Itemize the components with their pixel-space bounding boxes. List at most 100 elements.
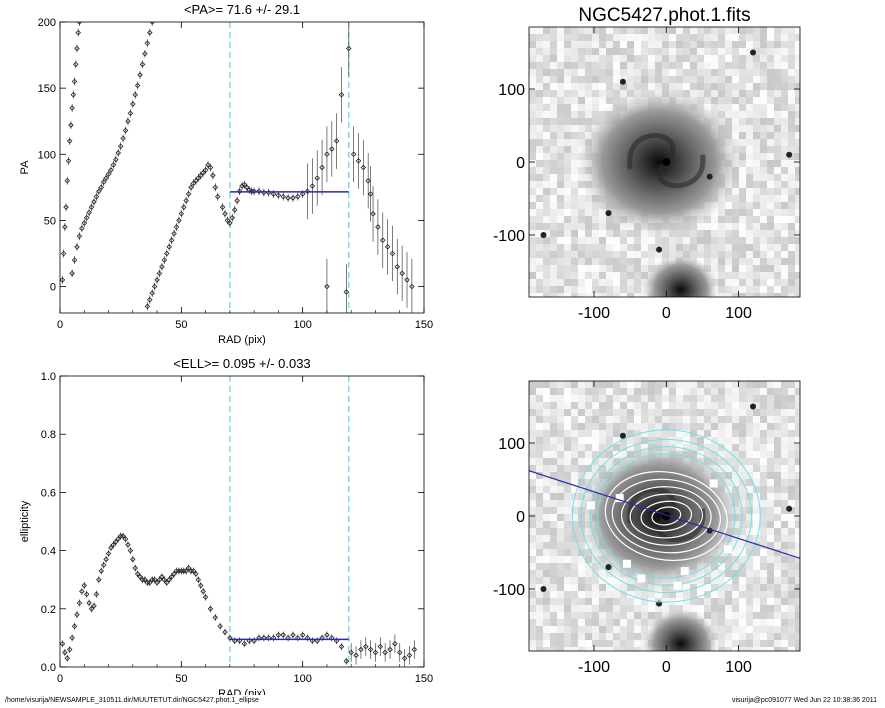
ell-data-point (69, 635, 75, 641)
img-overlay-noise-pixel (536, 500, 543, 507)
img-overlay-noise-pixel (795, 556, 800, 563)
img-noise-pixel (571, 223, 578, 230)
img-noise-pixel (767, 139, 774, 146)
img-noise-pixel (767, 90, 774, 97)
img-overlay-noise-pixel (543, 535, 550, 542)
img-overlay-noise-pixel (578, 591, 585, 598)
img-overlay-noise-pixel (606, 409, 613, 416)
img-noise-pixel (676, 48, 683, 55)
img-overlay-noise-pixel (543, 381, 550, 388)
img-overlay-noise-pixel (753, 444, 760, 451)
img-noise-pixel (767, 237, 774, 244)
img-overlay-noise-pixel (669, 381, 676, 388)
img-noise-pixel (781, 125, 788, 132)
img-overlay-noise-pixel (648, 395, 655, 402)
img-noise-pixel (529, 62, 536, 69)
img-noise-pixel (564, 181, 571, 188)
img-overlay-noise-pixel (753, 584, 760, 591)
img-overlay-noise-pixel (767, 626, 774, 633)
img-overlay-noise-pixel (543, 430, 550, 437)
img-overlay-noise-pixel (746, 458, 753, 465)
img-overlay-noise-pixel (788, 416, 795, 423)
img-noise-pixel (536, 195, 543, 202)
img-noise-pixel (599, 223, 606, 230)
img-noise-pixel (753, 62, 760, 69)
img-noise-pixel (578, 223, 585, 230)
img-noise-pixel (781, 153, 788, 160)
img-noise-pixel (774, 132, 781, 139)
img-overlay-noise-pixel (760, 521, 767, 528)
img-noise-pixel (739, 125, 746, 132)
img-noise-pixel (774, 160, 781, 167)
img-overlay-noise-pixel (774, 647, 781, 651)
img-noise-pixel (529, 48, 536, 55)
img-noise-pixel (732, 237, 739, 244)
img-noise-pixel (795, 230, 800, 237)
img-noise-pixel (557, 272, 564, 279)
img-noise-pixel (543, 97, 550, 104)
img-noise-pixel (711, 104, 718, 111)
img-overlay-noise-pixel (564, 451, 571, 458)
img-noise-pixel (564, 55, 571, 62)
img-noise-pixel (662, 27, 669, 34)
img-noise-pixel (627, 41, 634, 48)
img-noise-pixel (606, 62, 613, 69)
img-overlay-noise-pixel (732, 605, 739, 612)
img-overlay-noise-pixel (550, 612, 557, 619)
img-noise-pixel (613, 265, 620, 272)
img-noise-pixel (620, 279, 627, 286)
img-overlay-noise-pixel (564, 633, 571, 640)
img-overlay-noise-pixel (697, 577, 704, 584)
pa-data-point (333, 138, 340, 144)
img-overlay-noise-pixel (732, 633, 739, 640)
img-overlay-noise-pixel (571, 535, 578, 542)
img-overlay-noise-pixel (683, 605, 690, 612)
img-overlay-noise-pixel (557, 395, 564, 402)
img-noise-pixel (781, 139, 788, 146)
img-noise-pixel (606, 265, 613, 272)
img-title: NGC5427.phot.1.fits (578, 5, 750, 26)
img-noise-pixel (795, 265, 800, 272)
img-overlay-noise-pixel (725, 381, 732, 388)
img-noise-pixel (739, 48, 746, 55)
img-overlay-noise-pixel (620, 388, 627, 395)
img-overlay-noise-pixel (634, 584, 641, 591)
img-overlay-noise-pixel (641, 402, 648, 409)
img-noise-pixel (739, 174, 746, 181)
img-overlay-noise-pixel (655, 381, 662, 388)
img-noise-pixel (739, 202, 746, 209)
img-overlay-noise-pixel (592, 591, 599, 598)
img-noise-pixel (739, 160, 746, 167)
img-noise-pixel (550, 153, 557, 160)
img-overlay-noise-pixel (746, 563, 753, 570)
img-noise-pixel (767, 258, 774, 265)
img-overlay-noise-pixel (753, 437, 760, 444)
img-noise-pixel (543, 55, 550, 62)
img-overlay-noise-pixel (620, 619, 627, 626)
img-noise-pixel (732, 293, 739, 297)
img-overlay-noise-pixel (662, 430, 669, 437)
img-overlay-noise-pixel (578, 430, 585, 437)
img-overlay-noise-pixel (592, 430, 599, 437)
img-noise-pixel (585, 69, 592, 76)
img-overlay-noise-pixel (606, 640, 613, 647)
img-noise-pixel (592, 90, 599, 97)
img-noise-pixel (599, 90, 606, 97)
img-noise-pixel (795, 111, 800, 118)
img-noise-pixel (788, 195, 795, 202)
img-noise-pixel (606, 279, 613, 286)
pa-data-point (241, 181, 248, 188)
img-noise-pixel (634, 76, 641, 83)
img-overlay-noise-pixel (613, 612, 620, 619)
img-overlay-noise-pixel (704, 444, 711, 451)
img-overlay-noise-pixel (529, 493, 536, 500)
img-overlay-noise-pixel (571, 514, 578, 521)
img-overlay-noise-pixel (767, 542, 774, 549)
img-overlay-noise-pixel (571, 598, 578, 605)
img-noise-pixel (781, 97, 788, 104)
img-overlay-star (540, 585, 547, 592)
img-noise-pixel (704, 83, 711, 90)
img-overlay-noise-pixel (746, 388, 753, 395)
img-noise-pixel (613, 90, 620, 97)
img-noise-pixel (557, 34, 564, 41)
